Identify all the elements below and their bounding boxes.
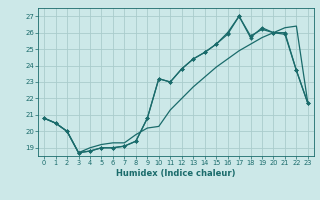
X-axis label: Humidex (Indice chaleur): Humidex (Indice chaleur)	[116, 169, 236, 178]
